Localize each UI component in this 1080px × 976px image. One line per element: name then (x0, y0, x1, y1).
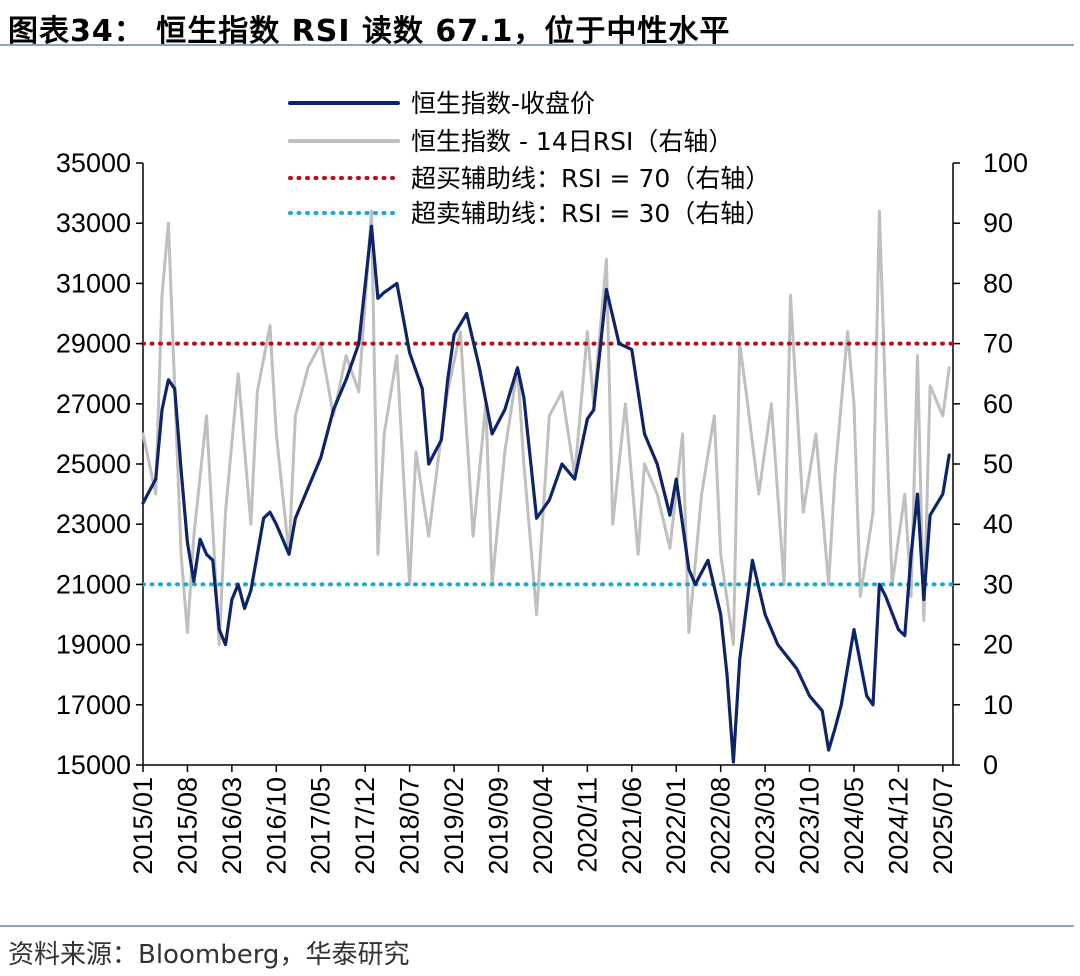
index-close-line (141, 224, 951, 764)
x-axis: 2015/01 2015/08 2016/03 2016/10 2017/05 2017/… (128, 765, 958, 875)
title-divider (0, 44, 1074, 46)
chart-title: 图表34： 恒生指数 RSI 读数 67.1，位于中性水平 (8, 14, 731, 49)
legend-label: 恒生指数-收盘价 (411, 89, 595, 118)
y-axis-left: 35000 33000 31000 29000 27000 25000 23000 21000… (56, 148, 143, 780)
x-tick-label: 2025/07 (928, 777, 958, 875)
x-tick-label: 2015/01 (128, 777, 158, 875)
rsi-line (141, 209, 951, 647)
x-tick-label: 2023/03 (750, 777, 780, 875)
y-right-tick-label: 80 (983, 268, 1013, 298)
x-tick-label: 2016/03 (217, 777, 247, 875)
y-left-tick-label: 17000 (56, 690, 131, 720)
series-lines (141, 209, 955, 764)
y-right-tick-label: 20 (983, 630, 1013, 660)
y-right-tick-label: 70 (983, 329, 1013, 359)
y-right-tick-label: 40 (983, 509, 1013, 539)
x-tick-label: 2023/10 (795, 777, 825, 875)
x-tick-label: 2020/11 (572, 777, 602, 873)
x-tick-label: 2022/01 (661, 777, 691, 875)
y-left-tick-label: 25000 (56, 449, 131, 479)
y-right-tick-label: 60 (983, 389, 1013, 419)
source-note: 资料来源：Bloomberg，华泰研究 (8, 940, 410, 970)
y-left-tick-label: 33000 (56, 208, 131, 238)
x-tick-label: 2024/12 (883, 777, 913, 875)
y-left-tick-label: 27000 (56, 389, 131, 419)
y-left-tick-label: 15000 (56, 750, 131, 780)
y-right-tick-label: 50 (983, 449, 1013, 479)
y-right-tick-label: 90 (983, 208, 1013, 238)
legend-label: 恒生指数 - 14日RSI（右轴） (411, 127, 733, 156)
x-tick-label: 2021/06 (617, 777, 647, 875)
legend-label: 超卖辅助线：RSI = 30（右轴） (411, 199, 770, 228)
y-right-tick-label: 100 (983, 148, 1028, 178)
y-left-tick-label: 19000 (56, 630, 131, 660)
x-tick-label: 2024/05 (839, 777, 869, 875)
y-left-tick-label: 31000 (56, 268, 131, 298)
x-tick-label: 2017/12 (350, 777, 380, 875)
y-right-tick-label: 30 (983, 569, 1013, 599)
y-right-tick-label: 10 (983, 690, 1013, 720)
y-left-tick-label: 23000 (56, 509, 131, 539)
x-tick-label: 2019/09 (483, 777, 513, 875)
source-divider (0, 925, 1074, 927)
x-tick-label: 2018/07 (395, 777, 425, 875)
x-tick-label: 2019/02 (439, 777, 469, 875)
y-right-tick-label: 0 (983, 750, 998, 780)
chart-frame (142, 163, 954, 766)
y-left-tick-label: 21000 (56, 569, 131, 599)
y-left-tick-label: 29000 (56, 329, 131, 359)
legend-label: 超买辅助线：RSI = 70（右轴） (411, 164, 770, 193)
x-tick-label: 2017/05 (306, 777, 336, 875)
x-tick-label: 2020/04 (528, 777, 558, 875)
x-tick-label: 2016/10 (261, 777, 291, 875)
x-tick-label: 2015/08 (172, 777, 202, 875)
x-tick-label: 2022/08 (706, 777, 736, 875)
y-left-tick-label: 35000 (56, 148, 131, 178)
